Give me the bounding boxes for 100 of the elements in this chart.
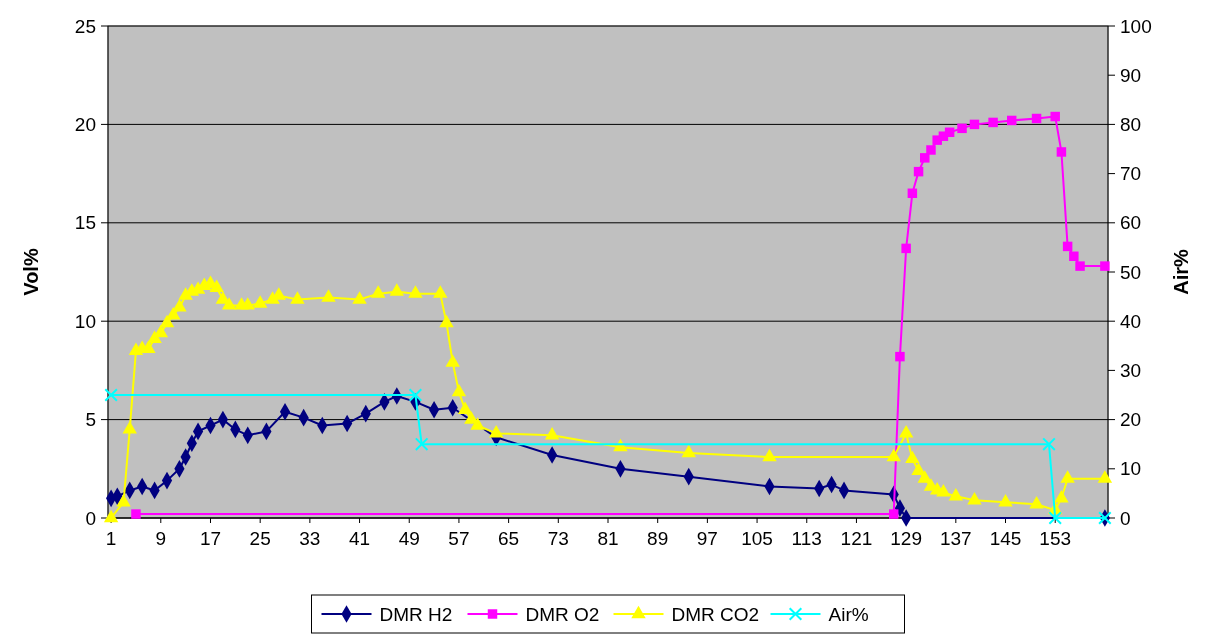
x-tick-label: 57 [448, 528, 470, 549]
point [1054, 490, 1069, 503]
y2-tick-label: 20 [1120, 409, 1142, 431]
point [408, 388, 423, 402]
point [451, 383, 467, 397]
point [944, 127, 955, 138]
point [252, 295, 268, 308]
point [911, 462, 926, 475]
legend-label: DMR O2 [525, 603, 600, 625]
x-tick-label: 33 [299, 528, 321, 549]
legend-label: DMR H2 [379, 603, 453, 625]
legend-label: Air% [828, 603, 869, 625]
point [445, 354, 460, 367]
y2-tick-label: 100 [1120, 15, 1152, 37]
point [1042, 437, 1056, 452]
point [352, 291, 367, 304]
point [209, 279, 224, 292]
point [886, 448, 901, 462]
point [1006, 115, 1017, 126]
point [103, 509, 119, 523]
point [389, 283, 405, 296]
point [1029, 495, 1044, 509]
legend-label: DMR CO2 [671, 603, 760, 625]
point [1060, 470, 1075, 483]
point [414, 437, 429, 452]
x-tick-label: 41 [348, 528, 371, 549]
x-tick-label: 1 [105, 528, 117, 549]
point [898, 425, 914, 438]
point [159, 314, 175, 328]
point [948, 488, 964, 501]
point [1050, 111, 1060, 122]
point [1062, 241, 1073, 252]
point [433, 285, 448, 298]
point [926, 145, 936, 155]
point [1097, 470, 1113, 483]
point [221, 297, 237, 310]
point [957, 123, 967, 134]
x-tick-label: 145 [989, 528, 1022, 549]
point [888, 509, 899, 519]
y-tick-label: 5 [85, 409, 96, 431]
point [290, 291, 305, 304]
y-tick-label: 0 [85, 507, 96, 529]
x-tick-label: 49 [398, 528, 420, 549]
y2-tick-label: 30 [1120, 360, 1142, 382]
y2-tick-label: 40 [1120, 310, 1142, 332]
x-tick-label: 129 [890, 528, 922, 549]
point [408, 285, 423, 298]
x-tick-label: 17 [199, 528, 222, 549]
y-tick-label: 10 [74, 310, 96, 332]
point [1075, 261, 1085, 271]
x-tick-label: 137 [939, 528, 972, 549]
point [895, 351, 905, 362]
y2-tick-label: 80 [1120, 114, 1142, 136]
point [104, 388, 118, 402]
x-tick-label: 25 [249, 528, 271, 549]
point [1100, 261, 1110, 271]
point [1048, 511, 1063, 525]
point [470, 417, 485, 430]
point [1069, 251, 1079, 261]
point [116, 493, 131, 507]
point [321, 289, 336, 302]
y-tick-label: 20 [74, 114, 96, 136]
point [905, 450, 920, 464]
x-tick-label: 81 [597, 528, 619, 549]
point [439, 314, 454, 328]
x-tick-label: 73 [547, 528, 569, 549]
point [907, 188, 918, 199]
point [544, 427, 560, 440]
x-tick-label: 113 [791, 528, 822, 549]
point [122, 421, 137, 434]
y2-axis-title: Air% [1170, 249, 1192, 295]
x-tick-label: 65 [498, 528, 520, 549]
point [998, 493, 1013, 507]
y2-tick-label: 70 [1120, 163, 1142, 185]
point [488, 425, 504, 438]
x-tick-label: 9 [155, 528, 167, 549]
y2-tick-label: 0 [1120, 507, 1131, 529]
x-tick-label: 153 [1039, 528, 1072, 549]
x-tick-label: 89 [647, 528, 669, 549]
y-tick-label: 25 [74, 15, 96, 37]
point [172, 299, 187, 312]
y-axis-title: Vol% [20, 248, 42, 296]
y2-tick-label: 90 [1120, 64, 1142, 86]
point [681, 444, 696, 458]
y2-tick-label: 60 [1120, 212, 1142, 234]
y-tick-label: 15 [74, 212, 96, 234]
point [240, 297, 255, 310]
point [1031, 113, 1042, 124]
y2-tick-label: 50 [1120, 261, 1142, 283]
point [967, 491, 982, 505]
point [969, 119, 980, 130]
point [131, 509, 141, 519]
point [901, 243, 911, 254]
point [370, 285, 386, 298]
point [762, 448, 777, 462]
point [920, 153, 930, 163]
x-tick-label: 105 [741, 528, 773, 549]
y2-tick-label: 10 [1120, 458, 1142, 480]
point [917, 470, 932, 483]
point [988, 117, 998, 128]
